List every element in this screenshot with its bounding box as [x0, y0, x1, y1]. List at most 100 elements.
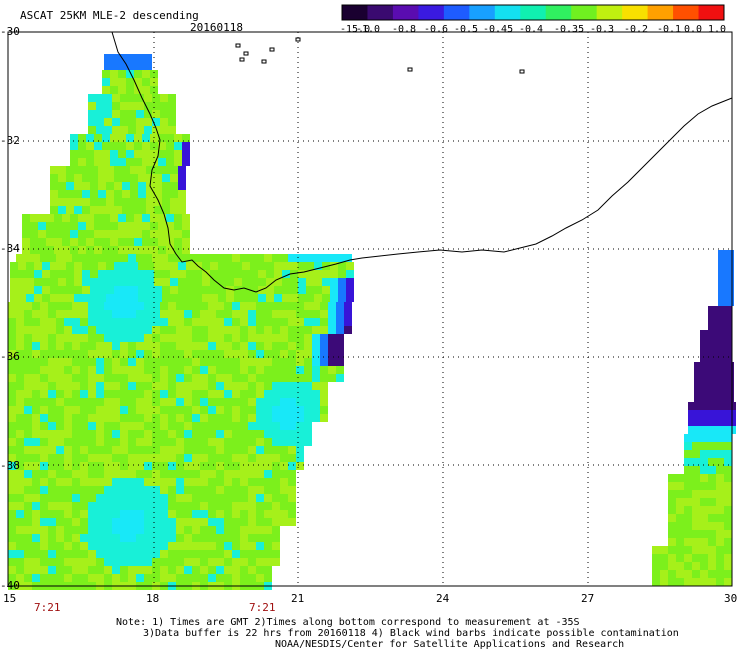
wind-cell	[296, 430, 304, 438]
x-tick-label: 18	[146, 592, 160, 605]
wind-cell	[724, 450, 732, 458]
wind-cell	[88, 534, 96, 542]
wind-cell	[716, 578, 724, 586]
wind-cell	[110, 222, 118, 230]
wind-cell	[298, 294, 306, 302]
wind-cell	[688, 426, 696, 434]
wind-cell	[104, 398, 112, 406]
wind-cell	[264, 326, 272, 334]
wind-cell	[134, 134, 142, 142]
wind-cell	[224, 446, 232, 454]
wind-cell	[98, 174, 106, 182]
wind-cell	[194, 286, 202, 294]
wind-cell	[328, 358, 336, 366]
wind-cell	[48, 342, 56, 350]
wind-cell	[56, 470, 64, 478]
wind-cell	[224, 326, 232, 334]
wind-cell	[110, 150, 118, 158]
wind-cell	[54, 214, 62, 222]
wind-cell	[50, 270, 58, 278]
wind-cell	[192, 518, 200, 526]
wind-cell	[90, 262, 98, 270]
wind-cell	[24, 398, 32, 406]
wind-cell	[110, 214, 118, 222]
wind-cell	[700, 498, 708, 506]
wind-cell	[158, 222, 166, 230]
wind-cell	[114, 262, 122, 270]
wind-cell	[272, 494, 280, 502]
wind-cell	[24, 558, 32, 566]
wind-cell	[80, 518, 88, 526]
wind-cell	[130, 206, 138, 214]
wind-cell	[106, 270, 114, 278]
wind-cell	[16, 254, 24, 262]
wind-cell	[178, 190, 186, 198]
wind-cell	[32, 350, 40, 358]
wind-cell	[136, 470, 144, 478]
wind-cell	[106, 182, 114, 190]
wind-cell	[264, 302, 272, 310]
wind-cell	[104, 254, 112, 262]
wind-cell	[128, 494, 136, 502]
wind-cell	[78, 150, 86, 158]
wind-cell	[726, 266, 734, 274]
wind-cell	[86, 238, 94, 246]
wind-cell	[264, 342, 272, 350]
wind-cell	[716, 314, 724, 322]
wind-cell	[724, 538, 732, 546]
wind-cell	[248, 302, 256, 310]
wind-cell	[256, 462, 264, 470]
wind-cell	[668, 570, 676, 578]
wind-cell	[336, 254, 344, 262]
wind-cell	[328, 254, 336, 262]
colorbar-segment	[367, 5, 394, 20]
wind-cell	[272, 518, 280, 526]
wind-cell	[684, 474, 692, 482]
wind-cell	[64, 446, 72, 454]
wind-cell	[716, 458, 724, 466]
wind-cell	[16, 430, 24, 438]
wind-cell	[48, 310, 56, 318]
wind-cell	[120, 422, 128, 430]
wind-cell	[142, 158, 150, 166]
wind-cell	[200, 454, 208, 462]
wind-cell	[700, 338, 708, 346]
wind-cell	[296, 374, 304, 382]
wind-cell	[322, 278, 330, 286]
wind-cell	[40, 558, 48, 566]
wind-cell	[32, 438, 40, 446]
y-tick-label: -40	[0, 579, 20, 592]
wind-cell	[668, 514, 676, 522]
wind-cell	[708, 458, 716, 466]
wind-cell	[96, 494, 104, 502]
wind-cell	[96, 358, 104, 366]
wind-cell	[200, 366, 208, 374]
wind-cell	[50, 206, 58, 214]
colorbar-segment	[418, 5, 445, 20]
wind-cell	[40, 422, 48, 430]
wind-cell	[118, 86, 126, 94]
wind-cell	[104, 62, 112, 70]
note-line-2: 3)Data buffer is 22 hrs from 20160118 4)…	[143, 628, 679, 639]
wind-cell	[296, 334, 304, 342]
wind-cell	[694, 378, 702, 386]
wind-cell	[134, 222, 142, 230]
wind-cell	[64, 566, 72, 574]
wind-cell	[716, 322, 724, 330]
wind-cell	[328, 326, 336, 334]
wind-cell	[200, 390, 208, 398]
wind-cell	[170, 286, 178, 294]
wind-cell	[288, 454, 296, 462]
wind-cell	[152, 310, 160, 318]
wind-cell	[96, 94, 104, 102]
wind-cell	[32, 422, 40, 430]
wind-cell	[136, 534, 144, 542]
wind-cell	[264, 374, 272, 382]
wind-cell	[102, 246, 110, 254]
wind-cell	[152, 534, 160, 542]
wind-cell	[234, 294, 242, 302]
wind-cell	[160, 438, 168, 446]
wind-cell	[122, 294, 130, 302]
wind-cell	[170, 294, 178, 302]
colorbar-segment	[596, 5, 623, 20]
